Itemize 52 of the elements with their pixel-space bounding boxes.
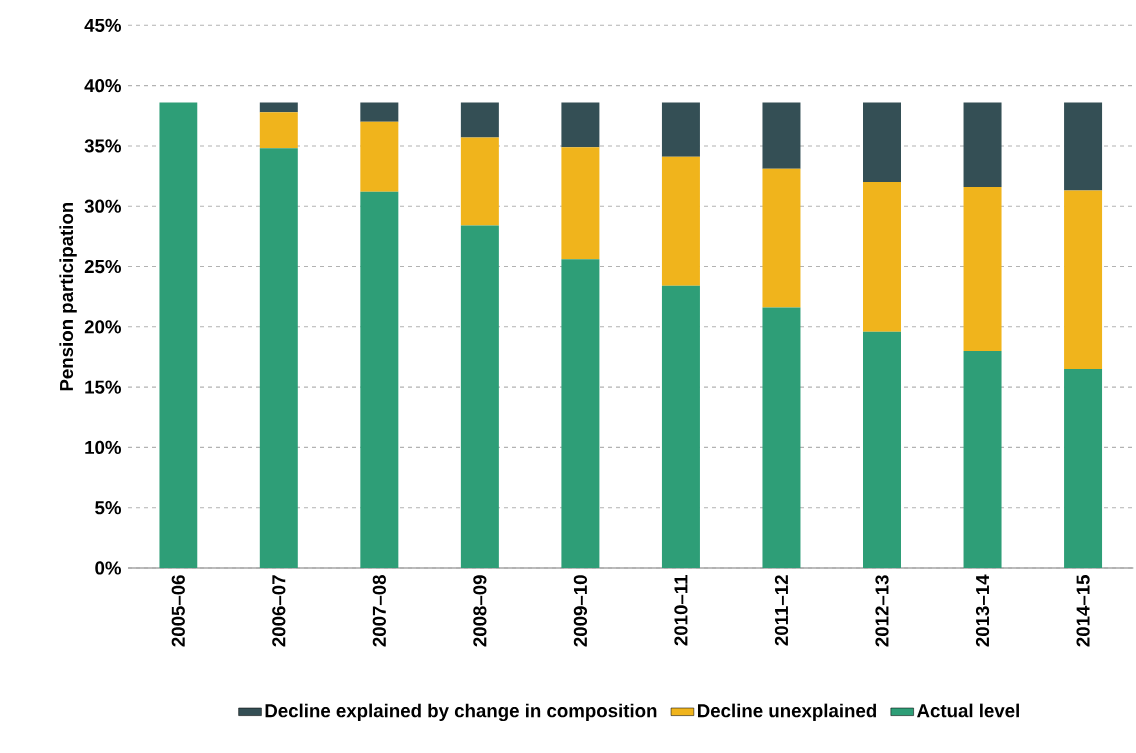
bar xyxy=(259,102,298,112)
x-tick-label: 2014–15 xyxy=(1076,574,1090,647)
bar xyxy=(460,225,499,568)
bar xyxy=(1064,102,1103,191)
x-tick-label: 2006–07 xyxy=(272,575,286,647)
bar xyxy=(1064,190,1103,369)
bar xyxy=(661,285,700,568)
bar xyxy=(561,102,600,147)
bar xyxy=(159,102,198,568)
x-tick-label: 2009–10 xyxy=(573,575,588,647)
bar xyxy=(762,102,801,169)
y-tick-label: 45% xyxy=(84,18,122,32)
bar xyxy=(360,102,399,122)
bar xyxy=(561,146,600,260)
y-tick-label: 5% xyxy=(95,500,122,515)
x-tick-label: 2008–09 xyxy=(473,575,487,647)
bar xyxy=(561,259,600,568)
y-tick-label: 40% xyxy=(84,78,122,93)
bar xyxy=(762,168,801,308)
bar xyxy=(360,191,399,568)
bar xyxy=(963,186,1002,351)
bar xyxy=(460,137,499,226)
legend-label: Actual level xyxy=(917,703,1019,718)
x-tick-label: 2010–11 xyxy=(674,574,688,646)
y-tick-label: 20% xyxy=(84,320,122,334)
bar xyxy=(259,112,298,149)
y-tick-label: 15% xyxy=(85,380,122,394)
x-tick-label: 2005–06 xyxy=(171,575,185,647)
bar xyxy=(863,181,901,332)
y-tick-label: 25% xyxy=(84,259,122,273)
bar xyxy=(259,148,298,568)
y-tick-label: 10% xyxy=(85,440,122,454)
x-tick-label: 2012–13 xyxy=(875,575,889,647)
bar xyxy=(863,102,901,182)
y-tick-label: 0% xyxy=(95,561,122,575)
bar xyxy=(963,102,1002,187)
bar xyxy=(963,350,1002,568)
legend-label: Decline unexplained xyxy=(698,703,877,721)
bar xyxy=(661,102,700,157)
y-axis-title: Pension participation xyxy=(59,202,77,391)
bar xyxy=(863,331,901,568)
bar xyxy=(460,102,499,138)
y-tick-label: 35% xyxy=(84,139,122,153)
x-tick-label: 2011–12 xyxy=(774,575,789,646)
y-tick-label: 30% xyxy=(84,199,122,213)
bar xyxy=(1064,368,1103,568)
bar xyxy=(360,121,399,192)
legend-label: Decline explained by change in composition xyxy=(265,703,657,721)
bar xyxy=(762,307,801,568)
x-tick-label: 2007–08 xyxy=(372,574,386,647)
bar xyxy=(661,156,700,286)
x-tick-label: 2013–14 xyxy=(975,574,990,647)
